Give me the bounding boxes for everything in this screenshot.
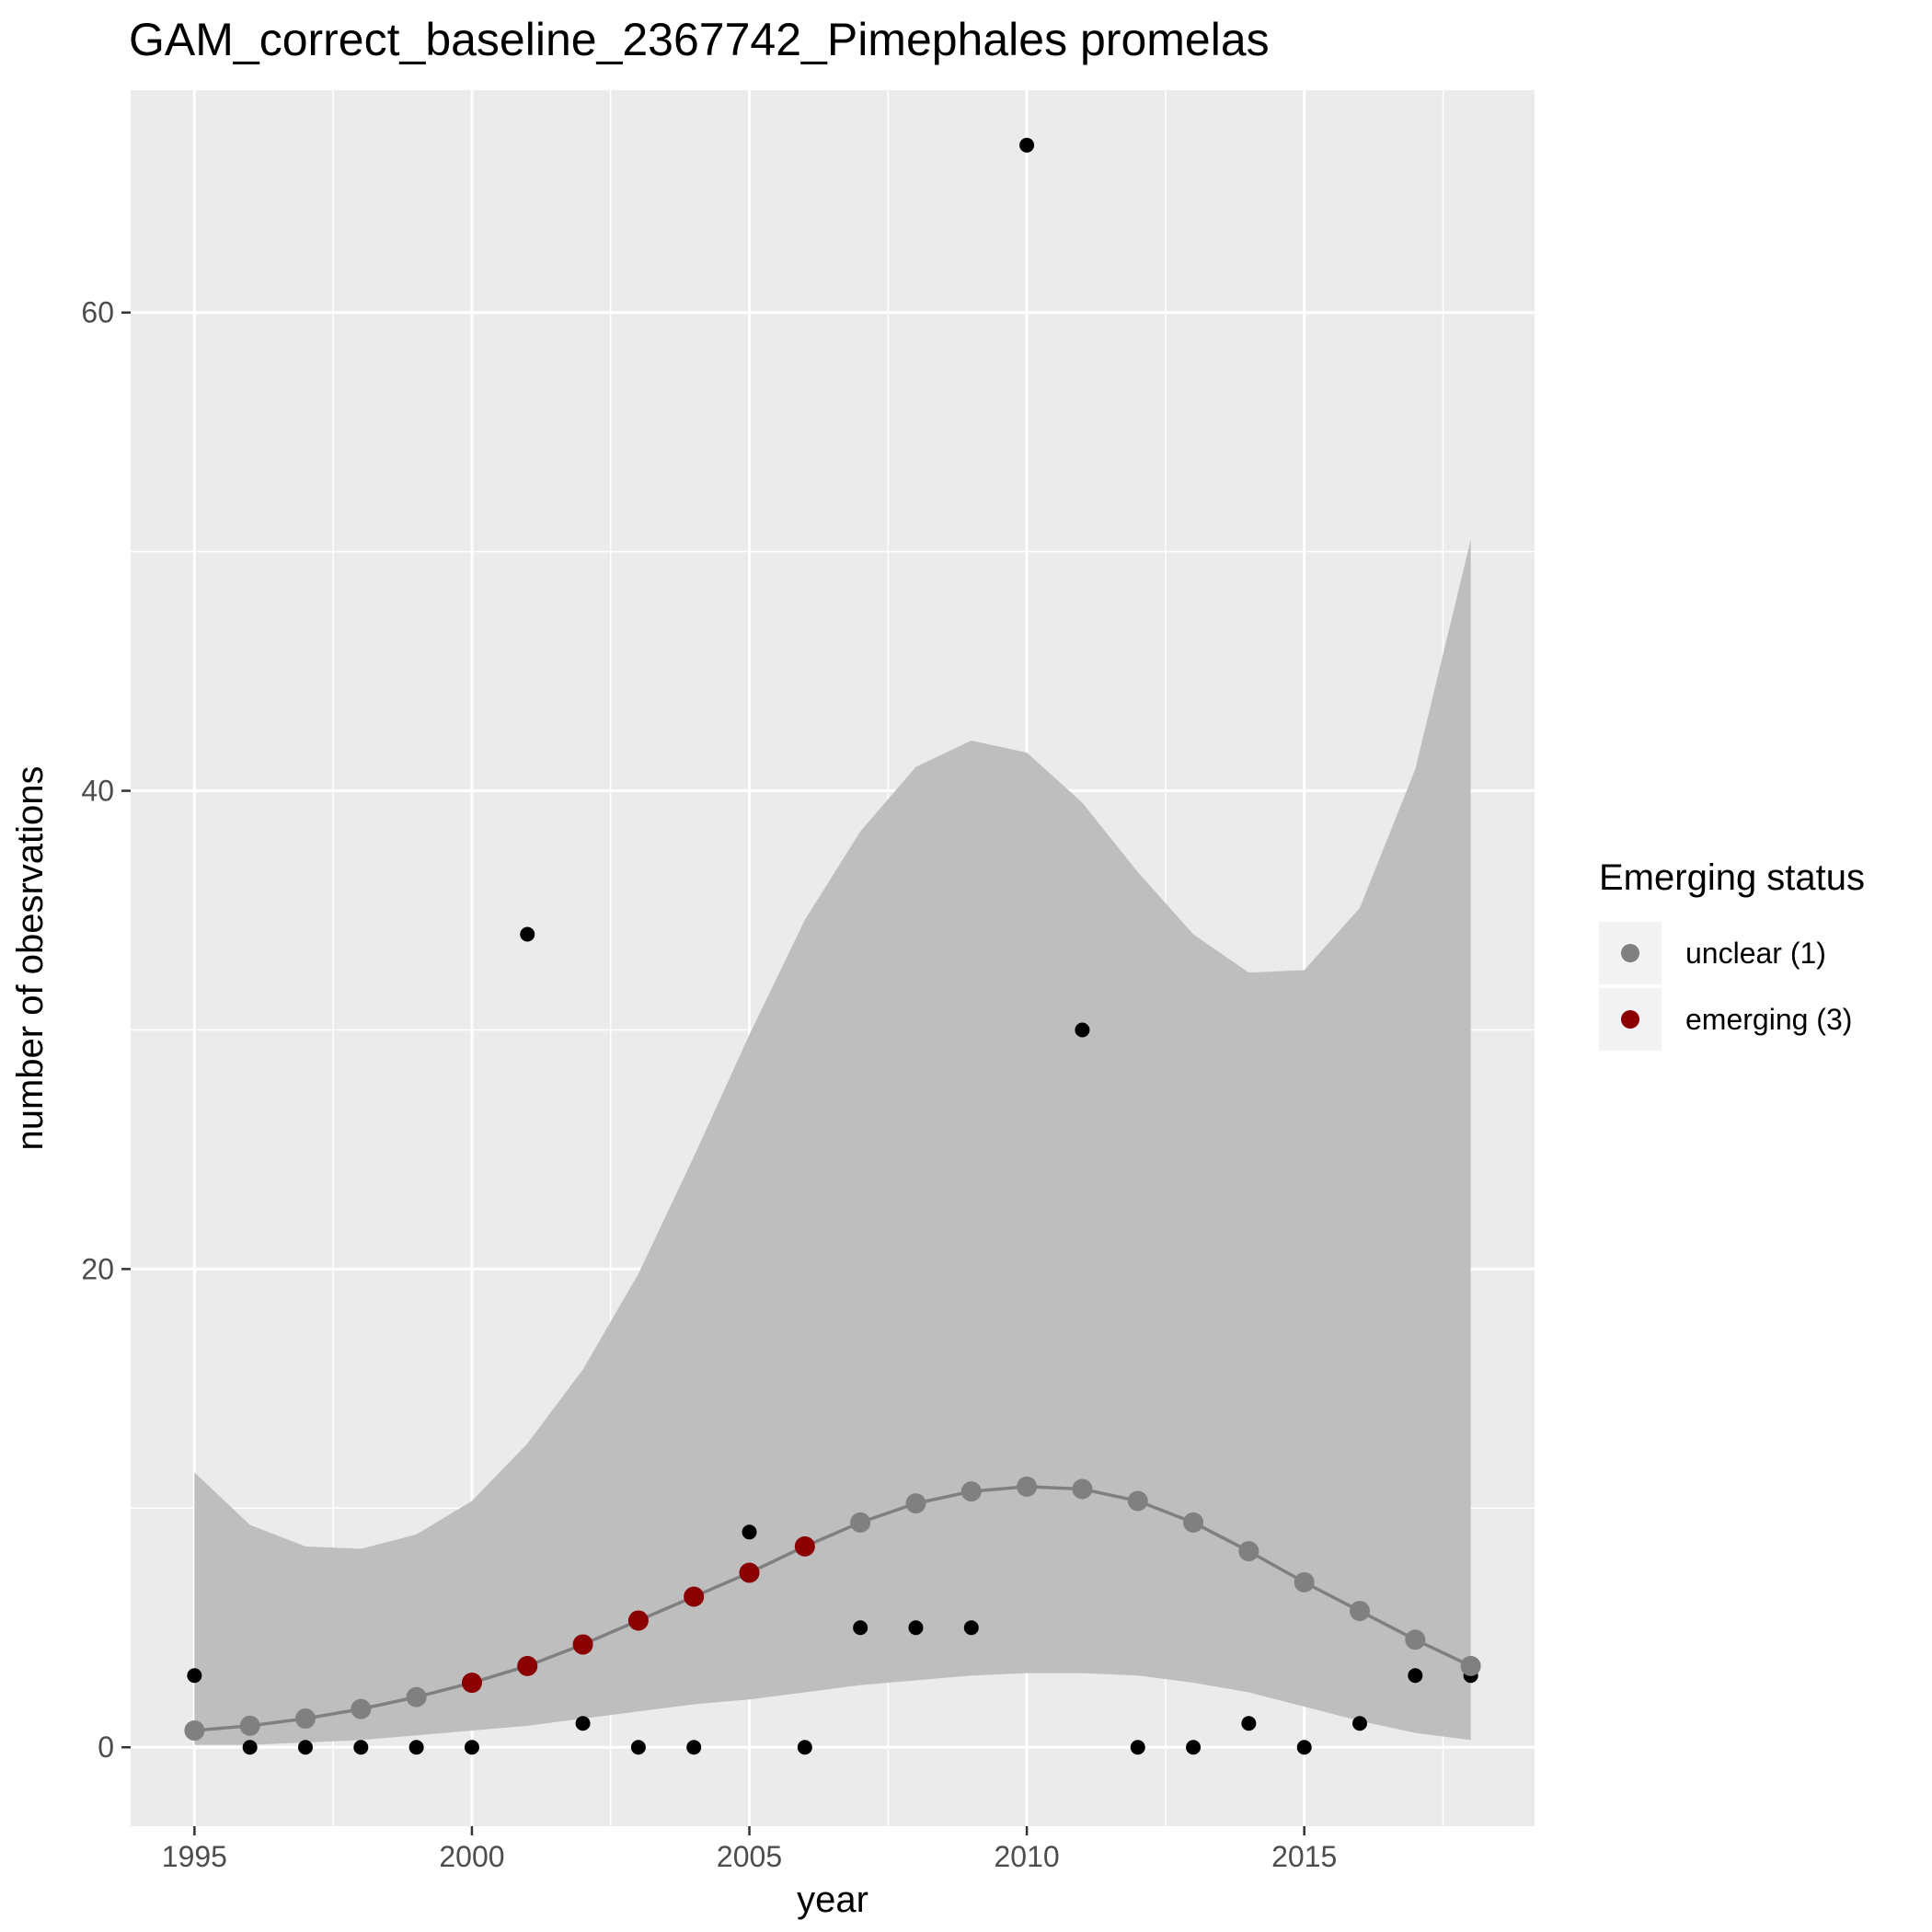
observed-point-2002 bbox=[575, 1716, 591, 1731]
fitted-point-2001 bbox=[517, 1655, 538, 1676]
observed-point-2006 bbox=[797, 1740, 812, 1755]
legend-marker-0 bbox=[1621, 944, 1639, 962]
chart-title: GAM_correct_baseline_2367742_Pimephales … bbox=[129, 14, 1270, 65]
legend-marker-1 bbox=[1621, 1010, 1639, 1029]
observed-point-2010 bbox=[1019, 137, 1035, 153]
fitted-point-2017 bbox=[1405, 1629, 1426, 1650]
fitted-point-2008 bbox=[905, 1493, 926, 1514]
x-axis-title: year bbox=[797, 1880, 868, 1920]
fitted-point-2000 bbox=[461, 1673, 482, 1694]
y-axis-title: number of obesrvations bbox=[10, 765, 51, 1150]
fitted-point-2004 bbox=[684, 1586, 705, 1607]
observed-point-2009 bbox=[963, 1620, 979, 1636]
legend: Emerging status unclear (1) emerging (3) bbox=[1599, 857, 1865, 1051]
fitted-point-2003 bbox=[627, 1610, 649, 1631]
fitted-point-2018 bbox=[1460, 1655, 1481, 1676]
observed-point-1995 bbox=[187, 1668, 202, 1684]
y-tick-label-0: 0 bbox=[98, 1731, 114, 1764]
fitted-point-1997 bbox=[294, 1708, 316, 1730]
observed-point-2000 bbox=[464, 1740, 479, 1755]
x-tick-label-0: 1995 bbox=[162, 1840, 227, 1873]
observed-point-2007 bbox=[853, 1620, 868, 1636]
observed-point-2001 bbox=[520, 926, 535, 942]
fitted-point-1995 bbox=[184, 1720, 205, 1742]
fitted-point-2016 bbox=[1350, 1601, 1371, 1622]
x-tick-label-1: 2000 bbox=[439, 1840, 504, 1873]
x-tick-label-4: 2015 bbox=[1271, 1840, 1337, 1873]
legend-label-0: unclear (1) bbox=[1685, 937, 1826, 970]
observed-point-2012 bbox=[1130, 1740, 1145, 1755]
observed-point-2017 bbox=[1408, 1668, 1423, 1684]
observed-point-1998 bbox=[353, 1740, 369, 1755]
confidence-band bbox=[194, 539, 1471, 1745]
observed-point-1997 bbox=[297, 1740, 313, 1755]
fitted-point-1996 bbox=[239, 1715, 260, 1736]
fitted-point-2005 bbox=[739, 1562, 760, 1583]
observed-point-2014 bbox=[1241, 1716, 1257, 1731]
fitted-point-1998 bbox=[351, 1698, 372, 1719]
observed-point-2015 bbox=[1296, 1740, 1312, 1755]
legend-label-1: emerging (3) bbox=[1685, 1003, 1852, 1036]
fitted-point-2013 bbox=[1183, 1512, 1204, 1533]
fitted-point-2010 bbox=[1017, 1476, 1038, 1497]
fitted-point-2009 bbox=[960, 1481, 982, 1502]
fitted-points bbox=[184, 1476, 1481, 1742]
y-tick-label-2: 40 bbox=[81, 775, 114, 808]
observed-point-2005 bbox=[742, 1524, 757, 1540]
fitted-point-2007 bbox=[850, 1512, 871, 1533]
observed-point-1996 bbox=[242, 1740, 258, 1755]
fitted-point-2015 bbox=[1294, 1571, 1315, 1593]
fitted-point-2006 bbox=[794, 1535, 815, 1557]
legend-title: Emerging status bbox=[1599, 857, 1865, 898]
x-tick-label-2: 2005 bbox=[717, 1840, 782, 1873]
observed-point-2004 bbox=[686, 1740, 702, 1755]
y-axis: 0 20 40 60 bbox=[81, 296, 131, 1764]
x-tick-label-3: 2010 bbox=[995, 1840, 1060, 1873]
observed-point-2016 bbox=[1352, 1716, 1368, 1731]
fitted-point-2012 bbox=[1127, 1490, 1148, 1512]
y-tick-label-1: 20 bbox=[81, 1252, 114, 1285]
y-tick-label-3: 60 bbox=[81, 296, 114, 329]
fitted-point-2002 bbox=[572, 1634, 593, 1655]
fitted-point-2014 bbox=[1238, 1541, 1259, 1562]
observed-point-2013 bbox=[1186, 1740, 1202, 1755]
x-axis: 1995 2000 2005 2010 2015 bbox=[162, 1826, 1337, 1873]
observed-point-1999 bbox=[408, 1740, 424, 1755]
observed-point-2003 bbox=[630, 1740, 646, 1755]
observed-point-2008 bbox=[908, 1620, 924, 1636]
legend-entries: unclear (1) emerging (3) bbox=[1599, 922, 1852, 1051]
observed-point-2011 bbox=[1075, 1022, 1090, 1038]
fitted-point-2011 bbox=[1072, 1478, 1093, 1500]
fitted-point-1999 bbox=[406, 1686, 427, 1708]
